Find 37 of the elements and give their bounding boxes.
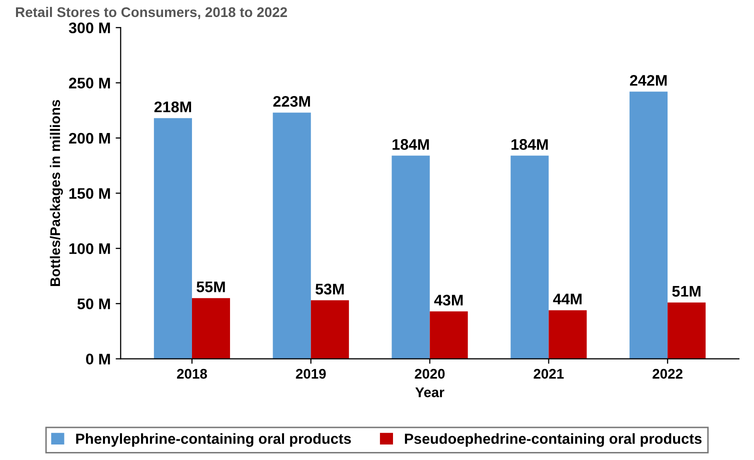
y-tick-label: 300 M — [68, 22, 110, 34]
bar — [310, 300, 349, 359]
data-label: 43M — [434, 294, 463, 306]
bar — [192, 298, 230, 359]
bar — [154, 118, 192, 359]
chart-title: Retail Stores to Consumers, 2018 to 2022 — [16, 6, 288, 20]
x-tick-label: 2021 — [534, 368, 564, 379]
data-label: 44M — [553, 294, 582, 304]
data-label: 51M — [672, 286, 700, 297]
x-axis-title: Year — [415, 388, 444, 398]
data-label: 184M — [392, 139, 429, 150]
data-label: 55M — [196, 282, 225, 292]
x-tick-label: 2018 — [177, 368, 208, 379]
data-label: 184M — [512, 139, 548, 150]
bar — [548, 310, 587, 359]
y-tick-label: 150 M — [69, 188, 110, 199]
legend-label: Phenylephrine-containing oral products — [76, 433, 351, 447]
y-tick-label: 50 M — [77, 298, 110, 310]
x-tick-label: 2020 — [414, 368, 445, 379]
y-tick-label: 250 M — [68, 78, 110, 88]
y-tick-label: 200 M — [68, 132, 110, 144]
data-label: 53M — [316, 284, 344, 295]
x-tick-label: 2022 — [652, 368, 682, 379]
legend-label: Pseudoephedrine-containing oral products — [404, 433, 702, 447]
data-label: 242M — [630, 75, 667, 86]
bar — [668, 302, 706, 359]
bar — [272, 112, 311, 359]
y-tick-label: 100 M — [69, 243, 110, 254]
data-label: 218M — [154, 102, 192, 112]
y-tick-label: 0 M — [86, 354, 110, 364]
bar — [392, 156, 430, 359]
bar — [430, 311, 468, 359]
x-tick-label: 2019 — [296, 368, 326, 379]
bar — [510, 156, 549, 359]
y-axis-title: Bottles/Packages in millions — [50, 100, 63, 286]
data-label: 223M — [273, 96, 310, 107]
bar — [630, 92, 668, 359]
